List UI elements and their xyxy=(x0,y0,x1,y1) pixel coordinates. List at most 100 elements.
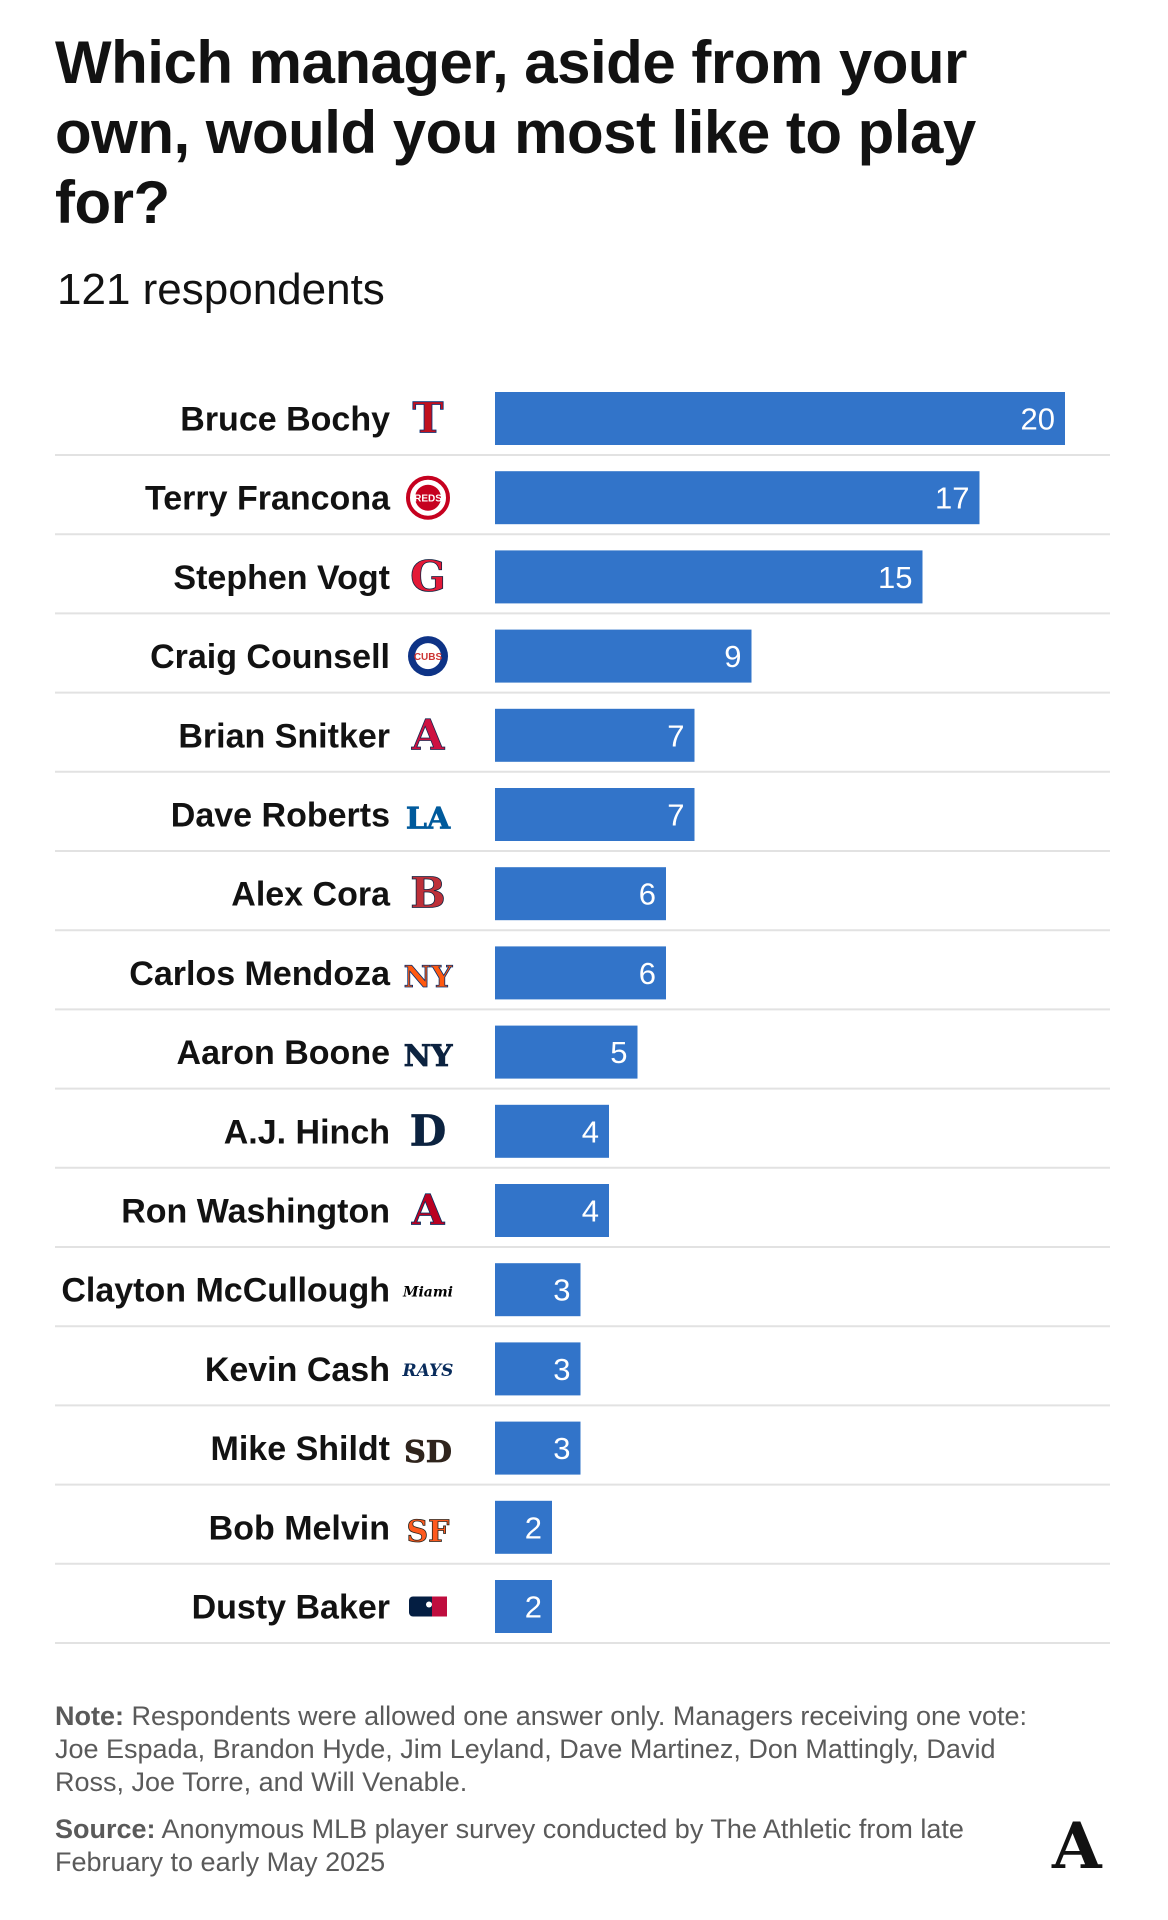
dodgers-logo: LA xyxy=(405,801,451,837)
value-label: 3 xyxy=(553,1352,570,1387)
bar xyxy=(495,1184,609,1237)
the-athletic-logo: A xyxy=(1052,1809,1102,1884)
category-label: Brian Snitker xyxy=(178,717,390,755)
category-label: Aaron Boone xyxy=(177,1034,390,1072)
category-label: Mike Shildt xyxy=(211,1430,390,1468)
bar-row: Carlos Mendoza NY 6 xyxy=(55,946,1110,1011)
mets-logo: NY xyxy=(403,960,453,996)
bar xyxy=(495,946,666,1000)
svg-text:REDS: REDS xyxy=(414,494,442,505)
value-label: 4 xyxy=(582,1114,599,1149)
bar xyxy=(495,708,695,762)
value-label: 2 xyxy=(525,1590,542,1625)
source-label: Source: xyxy=(55,1814,156,1844)
bar-row: Clayton McCullough Miami 3 xyxy=(55,1263,1110,1328)
value-label: 7 xyxy=(667,798,684,833)
category-label: A.J. Hinch xyxy=(224,1113,390,1151)
bar-row: Bob Melvin SF 2 xyxy=(55,1500,1110,1565)
note-text: Respondents were allowed one answer only… xyxy=(55,1701,1028,1797)
value-label: 6 xyxy=(639,956,656,991)
value-label: 4 xyxy=(582,1194,599,1229)
bar-row: Alex Cora B 6 xyxy=(55,867,1110,932)
bar xyxy=(495,392,1065,445)
bar xyxy=(495,1421,581,1475)
bar xyxy=(495,471,980,525)
bar xyxy=(495,1500,552,1554)
bar xyxy=(495,867,666,921)
svg-text:LA: LA xyxy=(406,802,451,837)
svg-text:NY: NY xyxy=(404,1039,453,1074)
value-label: 3 xyxy=(553,1273,570,1308)
rangers-logo: T xyxy=(412,393,444,443)
value-label: 17 xyxy=(935,481,969,516)
svg-text:NY: NY xyxy=(404,960,453,995)
bar-row: Stephen Vogt G 15 xyxy=(55,550,1110,615)
bar-row: Bruce Bochy T 20 xyxy=(55,392,1110,456)
value-label: 3 xyxy=(553,1431,570,1466)
cubs-logo: CUBS xyxy=(408,636,448,677)
bar-row: A.J. Hinch D 4 xyxy=(55,1104,1110,1169)
svg-text:A: A xyxy=(411,1186,446,1235)
category-label: Stephen Vogt xyxy=(173,559,390,597)
marlins-logo: Miami xyxy=(402,1285,453,1301)
bar xyxy=(495,629,752,683)
category-label: Ron Washington xyxy=(121,1193,390,1231)
svg-text:Miami: Miami xyxy=(402,1285,453,1301)
svg-text:SD: SD xyxy=(404,1435,452,1470)
value-label: 7 xyxy=(667,718,684,753)
svg-text:CUBS: CUBS xyxy=(414,652,443,663)
bar-row: Dave Roberts LA 7 xyxy=(55,788,1110,852)
svg-text:SF: SF xyxy=(407,1514,450,1549)
chart-title: Which manager, aside from your own, woul… xyxy=(55,29,976,236)
footnote: Note: Respondents were allowed one answe… xyxy=(55,1700,1045,1799)
bar xyxy=(495,1263,581,1317)
mlb-logo xyxy=(409,1596,447,1617)
red-sox-logo: B xyxy=(410,868,446,918)
category-label: Alex Cora xyxy=(231,876,391,914)
category-label: Dusty Baker xyxy=(192,1589,390,1627)
category-label: Clayton McCullough xyxy=(61,1272,390,1310)
category-label: Dave Roberts xyxy=(171,797,390,835)
note-label: Note: xyxy=(55,1701,124,1731)
svg-text:T: T xyxy=(412,394,443,443)
svg-text:A: A xyxy=(411,710,446,759)
bar-row: Aaron Boone NY 5 xyxy=(55,1025,1110,1090)
bar xyxy=(495,1025,638,1079)
category-label: Carlos Mendoza xyxy=(129,955,391,993)
svg-text:G: G xyxy=(410,552,446,601)
angels-logo: A xyxy=(410,1185,446,1235)
bar-row: Terry Francona REDS 17 xyxy=(55,471,1110,536)
bar-row: Brian Snitker A 7 xyxy=(55,708,1110,773)
category-label: Bruce Bochy xyxy=(180,401,390,439)
tigers-logo: D xyxy=(409,1106,446,1156)
bar xyxy=(495,1104,609,1158)
bar-row: Mike Shildt SD 3 xyxy=(55,1421,1110,1486)
rays-logo: RAYS xyxy=(402,1361,454,1381)
bar xyxy=(495,1580,552,1633)
yankees-logo: NY xyxy=(403,1039,453,1075)
category-label: Bob Melvin xyxy=(209,1509,390,1547)
source-text: Anonymous MLB player survey conducted by… xyxy=(55,1814,964,1877)
padres-logo: SD xyxy=(404,1435,452,1471)
reds-logo: REDS xyxy=(406,475,450,520)
bar xyxy=(495,788,695,841)
guardians-logo: G xyxy=(410,552,447,602)
value-label: 20 xyxy=(1021,402,1055,437)
value-label: 6 xyxy=(639,877,656,912)
giants-logo: SF xyxy=(406,1514,450,1550)
category-label: Terry Francona xyxy=(145,480,391,518)
bar-chart: Bruce Bochy T 20 Terry Francona REDS 17 Stephe… xyxy=(55,392,1110,1644)
value-label: 2 xyxy=(525,1510,542,1545)
svg-text:RAYS: RAYS xyxy=(402,1361,454,1381)
source-line: Source: Anonymous MLB player survey cond… xyxy=(55,1813,1035,1879)
svg-text:D: D xyxy=(410,1106,446,1155)
bar-row: Craig Counsell CUBS 9 xyxy=(55,629,1110,694)
braves-logo: A xyxy=(410,710,446,760)
bar-row: Kevin Cash RAYS 3 xyxy=(55,1342,1110,1407)
value-label: 5 xyxy=(610,1035,627,1070)
category-label: Craig Counsell xyxy=(150,638,390,676)
svg-text:B: B xyxy=(410,869,446,918)
category-label: Kevin Cash xyxy=(205,1351,390,1389)
chart-subtitle: 121 respondents xyxy=(57,265,385,314)
bar xyxy=(495,550,923,604)
